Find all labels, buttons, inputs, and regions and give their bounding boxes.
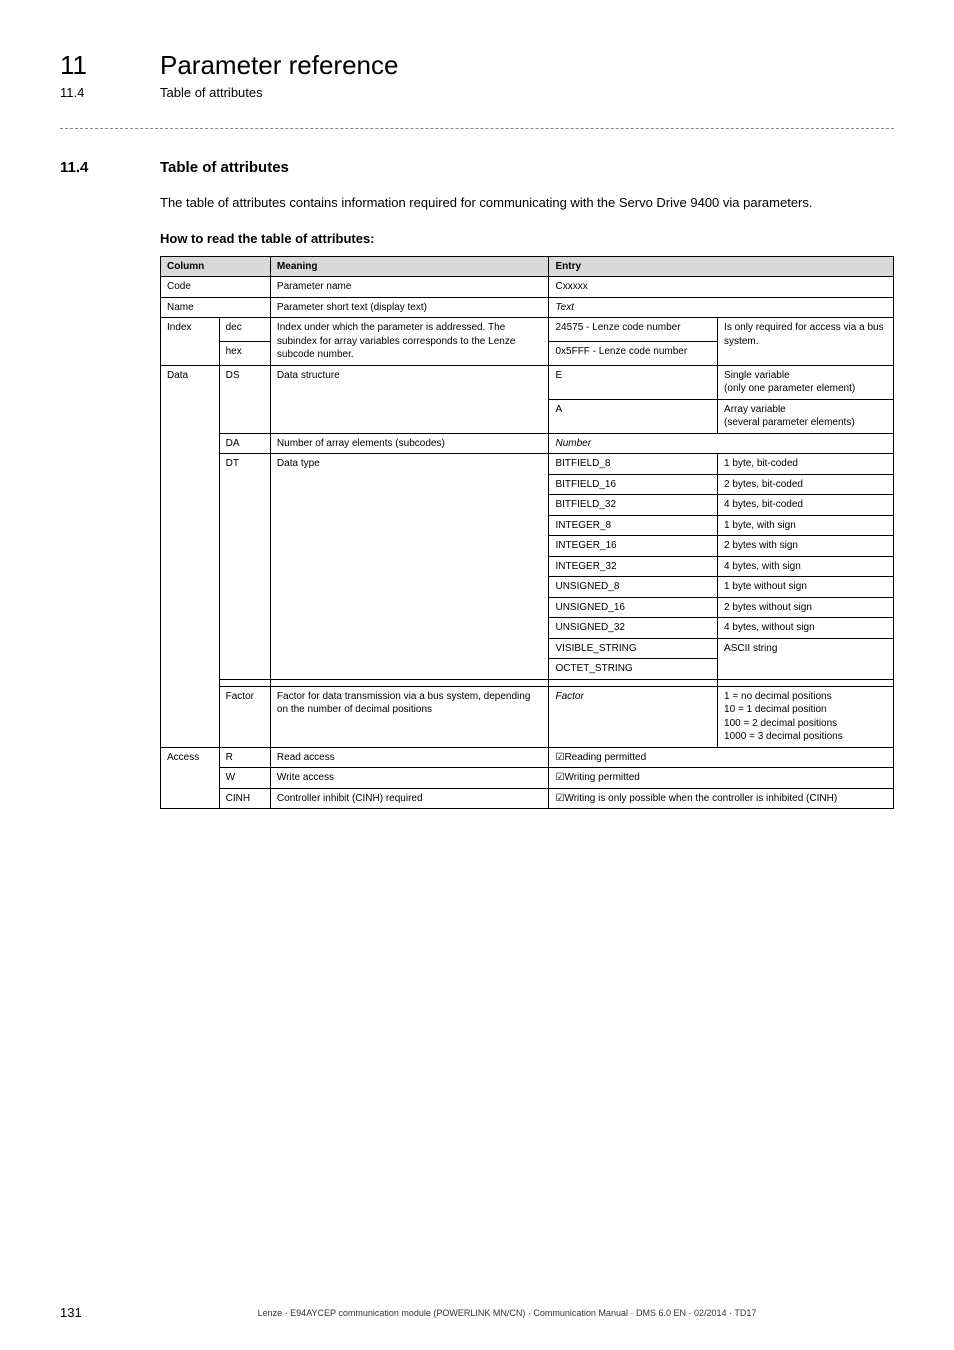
cell-ds-meaning: Data structure [270,365,549,433]
th-column: Column [161,256,271,277]
cell-factor-meaning: Factor for data transmission via a bus s… [270,686,549,747]
cell-dt-desc: 4 bytes, with sign [718,556,894,577]
table-header-row: Column Meaning Entry [161,256,894,277]
subheading: How to read the table of attributes: [160,231,894,246]
cell-index-hex: hex [219,342,270,366]
cell-ds: DS [219,365,270,433]
cell-dt-desc: 4 bytes, without sign [718,618,894,639]
cell-dt-code: UNSIGNED_16 [549,597,718,618]
cell-dt-code: BITFIELD_8 [549,454,718,475]
cell-dt-code: BITFIELD_16 [549,474,718,495]
cell-dt-code: VISIBLE_STRING [549,638,718,659]
cell-dt-desc: 1 byte without sign [718,577,894,598]
cell-name-meaning: Parameter short text (display text) [270,297,549,318]
cell-index-dec: dec [219,318,270,342]
cell-r-entry: Reading permitted [549,747,894,768]
cinh-entry-text: Writing is only possible when the contro… [564,793,837,804]
cell-r: R [219,747,270,768]
cell-code-entry: Cxxxxx [549,277,894,298]
table-row: Access R Read access Reading permitted [161,747,894,768]
cell-ds-a: A [549,399,718,433]
cell-dt-desc: ASCII string [718,638,894,679]
cell-factor-note: 1 = no decimal positions 10 = 1 decimal … [718,686,894,747]
page-header: 11 Parameter reference [60,50,894,81]
table-row [161,679,894,686]
cell-da-meaning: Number of array elements (subcodes) [270,433,549,454]
cell-dt-code: INTEGER_16 [549,536,718,557]
cell-index-label: Index [161,318,220,366]
section-heading: Table of attributes [160,159,289,176]
section-number: 11.4 [60,159,120,176]
cell-w: W [219,768,270,789]
cell-cinh-entry: Writing is only possible when the contro… [549,788,894,809]
cell-dt-code: BITFIELD_32 [549,495,718,516]
cell-index-meaning: Index under which the parameter is addre… [270,318,549,366]
chapter-number: 11 [60,50,120,81]
r-entry-text: Reading permitted [564,752,646,763]
cell-dt-desc: 1 byte, with sign [718,515,894,536]
cell-da: DA [219,433,270,454]
cell-factor: Factor [219,686,270,747]
table-row: Index dec Index under which the paramete… [161,318,894,342]
cell-dt-code: INTEGER_8 [549,515,718,536]
cell-r-meaning: Read access [270,747,549,768]
footer-text: Lenze · E94AYCEP communication module (P… [120,1308,894,1318]
section-heading-block: 11.4 Table of attributes [60,159,894,176]
cell-index-note: Is only required for access via a bus sy… [718,318,894,366]
separator-line [60,128,894,129]
cell-index-entry-dec: 24575 - Lenze code number [549,318,718,342]
section-title-top: Table of attributes [160,85,263,100]
th-meaning: Meaning [270,256,549,277]
cell-data-label: Data [161,365,220,747]
cell-empty [718,679,894,686]
cell-factor-entry: Factor [549,686,718,747]
cell-dt-code: INTEGER_32 [549,556,718,577]
cell-dt: DT [219,454,270,680]
cell-cinh: CINH [219,788,270,809]
table-row: Data DS Data structure E Single variable… [161,365,894,399]
cell-w-entry: Writing permitted [549,768,894,789]
cell-dt-meaning: Data type [270,454,549,680]
cell-empty [549,679,718,686]
table-row: CINH Controller inhibit (CINH) required … [161,788,894,809]
cell-code-meaning: Parameter name [270,277,549,298]
cell-code-label: Code [161,277,271,298]
cell-dt-desc: 2 bytes, bit-coded [718,474,894,495]
cell-ds-e: E [549,365,718,399]
cell-name-label: Name [161,297,271,318]
table-row: W Write access Writing permitted [161,768,894,789]
cell-da-entry: Number [549,433,894,454]
page-number: 131 [60,1305,120,1320]
cell-dt-desc: 2 bytes with sign [718,536,894,557]
cell-w-meaning: Write access [270,768,549,789]
cell-cinh-meaning: Controller inhibit (CINH) required [270,788,549,809]
table-row: DA Number of array elements (subcodes) N… [161,433,894,454]
cell-dt-desc: 2 bytes without sign [718,597,894,618]
cell-access-label: Access [161,747,220,809]
page-footer: 131 Lenze · E94AYCEP communication modul… [60,1305,894,1320]
table-row: Name Parameter short text (display text)… [161,297,894,318]
cell-dt-code: UNSIGNED_8 [549,577,718,598]
cell-dt-code: UNSIGNED_32 [549,618,718,639]
cell-empty [270,679,549,686]
table-row: Code Parameter name Cxxxxx [161,277,894,298]
content-area: The table of attributes contains informa… [160,194,894,809]
section-number-top: 11.4 [60,85,120,100]
w-entry-text: Writing permitted [564,772,639,783]
table-row: DT Data type BITFIELD_8 1 byte, bit-code… [161,454,894,475]
chapter-title: Parameter reference [160,50,398,81]
cell-index-entry-hex: 0x5FFF - Lenze code number [549,342,718,366]
th-entry: Entry [549,256,894,277]
intro-paragraph: The table of attributes contains informa… [160,194,894,213]
cell-dt-code: OCTET_STRING [549,659,718,680]
page-subheader: 11.4 Table of attributes [60,85,894,100]
table-row: Factor Factor for data transmission via … [161,686,894,747]
cell-ds-a-note: Array variable (several parameter elemen… [718,399,894,433]
attributes-table: Column Meaning Entry Code Parameter name… [160,256,894,810]
cell-name-entry: Text [549,297,894,318]
cell-dt-desc: 1 byte, bit-coded [718,454,894,475]
cell-ds-e-note: Single variable (only one parameter elem… [718,365,894,399]
cell-dt-desc: 4 bytes, bit-coded [718,495,894,516]
cell-empty [219,679,270,686]
